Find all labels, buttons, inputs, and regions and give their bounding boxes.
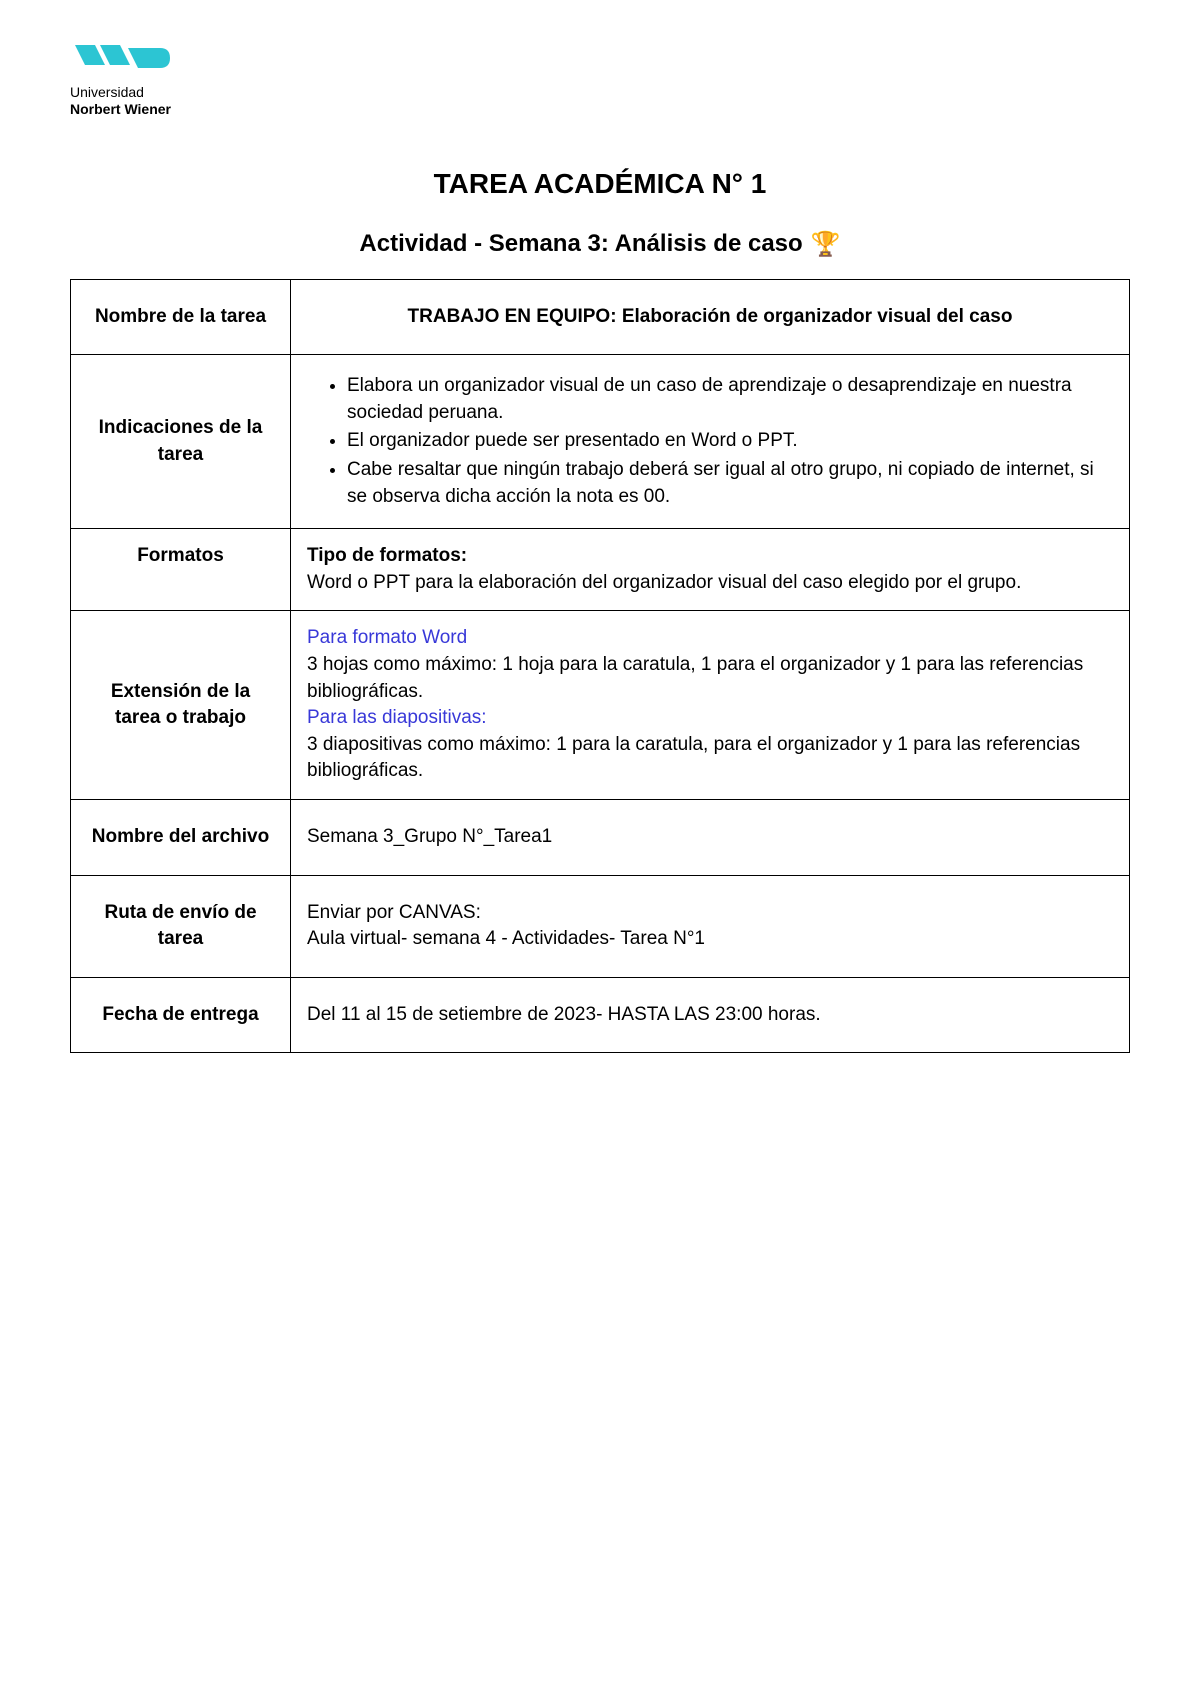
task-table: Nombre de la tarea TRABAJO EN EQUIPO: El… — [70, 279, 1130, 1054]
table-row: Nombre del archivo Semana 3_Grupo N°_Tar… — [71, 799, 1130, 875]
list-item: El organizador puede ser presentado en W… — [347, 428, 1113, 455]
table-row: Fecha de entrega Del 11 al 15 de setiemb… — [71, 977, 1130, 1053]
label-nombre-archivo: Nombre del archivo — [71, 799, 291, 875]
logo-line1: Universidad — [70, 84, 171, 101]
main-title: TAREA ACADÉMICA N° 1 — [70, 168, 1130, 200]
table-row: Nombre de la tarea TRABAJO EN EQUIPO: El… — [71, 279, 1130, 355]
label-fecha-entrega: Fecha de entrega — [71, 977, 291, 1053]
bullet-list: Elabora un organizador visual de un caso… — [307, 373, 1113, 510]
content-formatos: Tipo de formatos: Word o PPT para la ela… — [291, 529, 1130, 611]
content-ruta-envio: Enviar por CANVAS: Aula virtual- semana … — [291, 875, 1130, 977]
content-fecha-entrega: Del 11 al 15 de setiembre de 2023- HASTA… — [291, 977, 1130, 1053]
extension-text2: 3 diapositivas como máximo: 1 para la ca… — [307, 734, 1080, 782]
university-logo: Universidad Norbert Wiener — [70, 40, 1130, 118]
table-row: Formatos Tipo de formatos: Word o PPT pa… — [71, 529, 1130, 611]
label-formatos: Formatos — [71, 529, 291, 611]
table-row: Indicaciones de la tarea Elabora un orga… — [71, 355, 1130, 529]
subtitle: Actividad - Semana 3: Análisis de caso 🏆 — [70, 230, 1130, 259]
extension-blue2: Para las diapositivas: — [307, 707, 487, 728]
ruta-line1: Enviar por CANVAS: — [307, 902, 481, 923]
trophy-icon: 🏆 — [811, 230, 841, 259]
subtitle-text: Actividad - Semana 3: Análisis de caso — [359, 230, 802, 258]
extension-text1: 3 hojas como máximo: 1 hoja para la cara… — [307, 654, 1083, 702]
label-extension: Extensión de la tarea o trabajo — [71, 611, 291, 800]
label-nombre-tarea: Nombre de la tarea — [71, 279, 291, 355]
logo-graphic — [70, 40, 190, 80]
extension-blue1: Para formato Word — [307, 627, 467, 648]
ruta-line2: Aula virtual- semana 4 - Actividades- Ta… — [307, 928, 705, 949]
content-nombre-tarea: TRABAJO EN EQUIPO: Elaboración de organi… — [291, 279, 1130, 355]
formatos-heading: Tipo de formatos: — [307, 545, 467, 566]
table-row: Extensión de la tarea o trabajo Para for… — [71, 611, 1130, 800]
content-extension: Para formato Word 3 hojas como máximo: 1… — [291, 611, 1130, 800]
logo-text: Universidad Norbert Wiener — [70, 84, 171, 118]
label-indicaciones: Indicaciones de la tarea — [71, 355, 291, 529]
list-item: Elabora un organizador visual de un caso… — [347, 373, 1113, 426]
formatos-body: Word o PPT para la elaboración del organ… — [307, 572, 1021, 593]
label-ruta-envio: Ruta de envío de tarea — [71, 875, 291, 977]
content-indicaciones: Elabora un organizador visual de un caso… — [291, 355, 1130, 529]
table-row: Ruta de envío de tarea Enviar por CANVAS… — [71, 875, 1130, 977]
list-item: Cabe resaltar que ningún trabajo deberá … — [347, 457, 1113, 510]
content-nombre-archivo: Semana 3_Grupo N°_Tarea1 — [291, 799, 1130, 875]
logo-line2: Norbert Wiener — [70, 101, 171, 118]
